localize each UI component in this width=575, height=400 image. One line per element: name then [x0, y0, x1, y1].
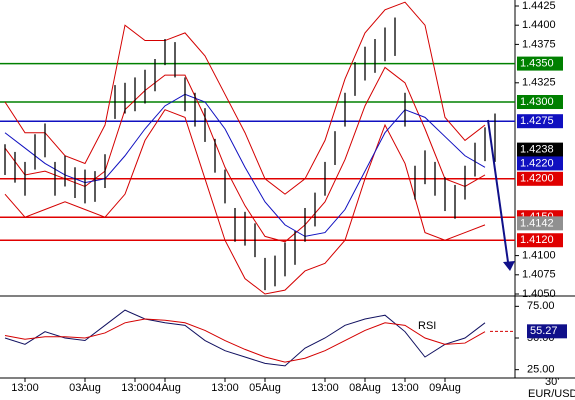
x-tick-label: 13:00 [11, 382, 39, 394]
price-tag-label: 1.4220 [520, 157, 554, 169]
level-label: 1.4350 [520, 58, 554, 70]
x-tick-label: 04Aug [149, 382, 181, 394]
timeframe: 30' [545, 376, 559, 388]
rsi-tick-label: 25.00 [527, 364, 555, 376]
x-tick-label: 13:00 [391, 382, 419, 394]
rsi-line [4, 309, 486, 367]
arrow-head [503, 261, 515, 271]
x-tick-label: 13:00 [311, 382, 339, 394]
level-tag [517, 95, 563, 109]
price-tag [517, 156, 563, 171]
price-tag-label: 1.4238 [520, 144, 554, 156]
y-tick-label: 1.4100 [522, 250, 556, 262]
y-tick-label: 1.4400 [522, 19, 556, 31]
rsi-current-label: 55.27 [530, 325, 558, 337]
level-tag [517, 56, 563, 71]
x-tick-label: 08Aug [349, 382, 381, 394]
level-label: 1.4275 [520, 115, 554, 127]
y-tick-label: 1.4375 [522, 38, 556, 50]
rsi-line [4, 318, 486, 363]
level-label: 1.4300 [520, 96, 554, 108]
band-line [4, 109, 486, 295]
x-tick-label: 05Aug [249, 382, 281, 394]
level-tag [517, 233, 563, 248]
level-tag [517, 171, 563, 186]
rsi-title: RSI [418, 320, 436, 332]
price-tag-label: 1.4142 [520, 217, 554, 229]
price-tag [517, 142, 563, 157]
level-tag [517, 114, 563, 129]
rsi-tick-label: 75.00 [527, 300, 555, 312]
y-tick-label: 1.4325 [522, 77, 556, 89]
y-tick-label: 1.4425 [522, 0, 556, 12]
rsi-current-tag [527, 324, 567, 339]
price-tag [517, 216, 563, 231]
symbol: EUR/USD [528, 388, 575, 400]
level-label: 1.4120 [520, 234, 554, 246]
y-tick-label: 1.4075 [522, 269, 556, 281]
x-tick-label: 03Aug [69, 382, 101, 394]
x-tick-label: 09Aug [429, 382, 461, 394]
x-tick-label: 13:00 [121, 382, 149, 394]
band-line [4, 1, 486, 195]
plot [0, 1, 515, 367]
y-tick-label: 1.4050 [522, 288, 556, 300]
arrow [487, 119, 509, 263]
level-label: 1.4200 [520, 173, 554, 185]
x-tick-label: 13:00 [211, 382, 239, 394]
